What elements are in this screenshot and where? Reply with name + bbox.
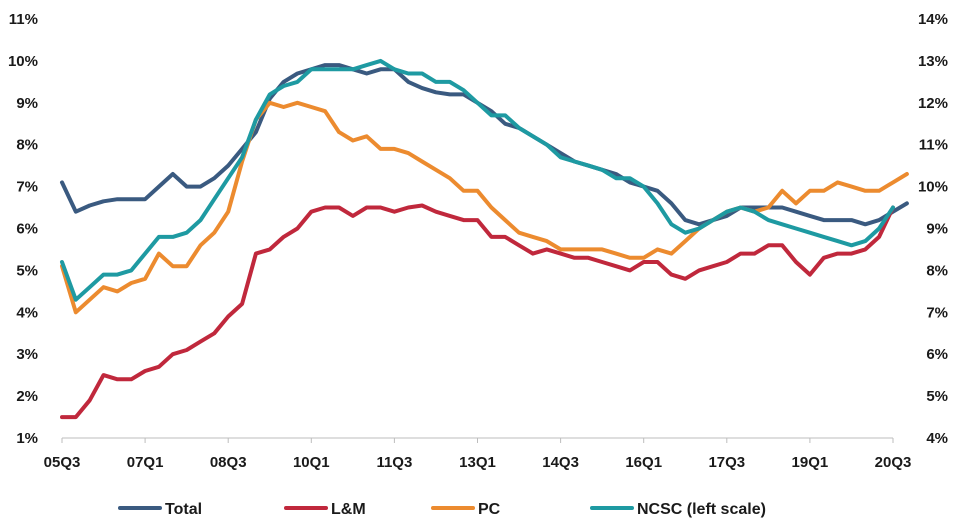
legend-label-pc: PC <box>478 501 501 518</box>
left-y-axis: 1% 2% 3% 4% 5% 6% 7% 8% 9% 10% 11% <box>8 11 38 447</box>
left-y-tick-label: 9% <box>16 95 38 112</box>
series-line-pc <box>60 100 909 315</box>
x-tick-label: 14Q3 <box>542 454 579 471</box>
left-y-tick-label: 11% <box>9 11 38 28</box>
right-y-tick-label: 4% <box>926 430 948 447</box>
right-y-tick-label: 12% <box>918 95 948 112</box>
left-y-tick-label: 1% <box>16 430 38 447</box>
legend-label-l-m: L&M <box>331 501 366 518</box>
x-tick-label: 13Q1 <box>459 454 496 471</box>
left-y-tick-label: 6% <box>16 221 38 238</box>
left-y-tick-label: 8% <box>16 137 38 154</box>
right-y-tick-label: 10% <box>918 179 948 196</box>
legend-label-total: Total <box>165 501 202 518</box>
plot-area <box>60 58 909 420</box>
legend: Total L&M PC NCSC (left scale) <box>118 501 766 518</box>
right-y-tick-label: 11% <box>919 137 948 154</box>
x-tick-label: 07Q1 <box>127 454 164 471</box>
x-tick-label: 17Q3 <box>708 454 745 471</box>
x-tick-label: 08Q3 <box>210 454 247 471</box>
right-y-tick-label: 14% <box>918 11 948 28</box>
left-y-tick-label: 5% <box>16 262 38 279</box>
series-line-l-m <box>60 203 895 420</box>
left-y-tick-label: 10% <box>8 53 38 70</box>
right-y-tick-label: 5% <box>926 388 948 405</box>
right-y-axis: 4% 5% 6% 7% 8% 9% 10% 11% 12% 13% 14% <box>918 11 948 447</box>
series-line-ncsc-left-scale <box>60 58 895 302</box>
x-tick-label: 10Q1 <box>293 454 330 471</box>
x-axis: 05Q3 07Q1 08Q3 10Q1 11Q3 13Q1 14Q3 16Q1 17Q3 19Q1… <box>44 437 912 471</box>
left-y-tick-label: 2% <box>16 388 38 405</box>
right-y-tick-label: 8% <box>926 262 948 279</box>
x-tick-label: 16Q1 <box>625 454 662 471</box>
left-y-tick-label: 4% <box>16 304 38 321</box>
x-tick-label: 05Q3 <box>44 454 81 471</box>
left-y-tick-label: 7% <box>16 179 38 196</box>
x-tick-label: 19Q1 <box>792 454 829 471</box>
legend-label-ncsc-left-scale: NCSC (left scale) <box>637 501 766 518</box>
x-tick-label: 20Q3 <box>875 454 912 471</box>
right-y-tick-label: 9% <box>926 221 948 238</box>
left-y-tick-label: 3% <box>16 346 38 363</box>
right-y-tick-label: 13% <box>918 53 948 70</box>
right-y-tick-label: 7% <box>926 304 948 321</box>
x-tick-label: 11Q3 <box>376 454 412 471</box>
right-y-tick-label: 6% <box>926 346 948 363</box>
